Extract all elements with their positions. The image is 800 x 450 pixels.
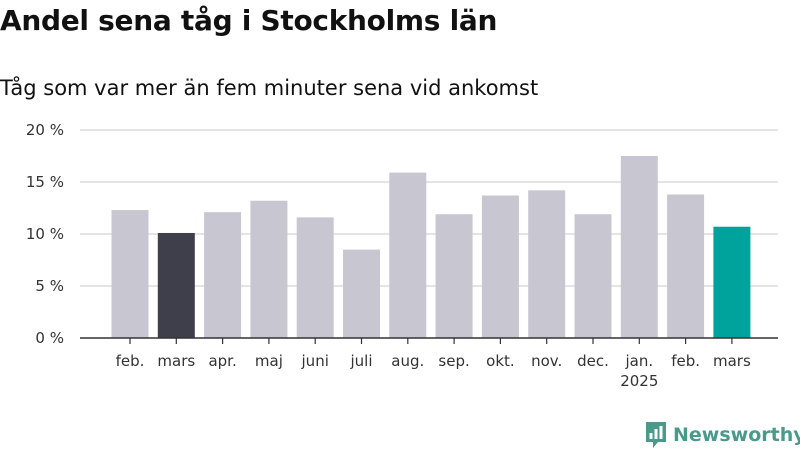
x-axis-tick-labels: feb. mars apr. maj juni juli aug. sep. okt. nov. d… bbox=[116, 352, 751, 390]
bars bbox=[111, 156, 751, 338]
bar bbox=[250, 200, 288, 338]
y-tick-label: 5 % bbox=[35, 277, 64, 295]
bar bbox=[157, 232, 195, 338]
x-tick-label: feb. bbox=[116, 352, 145, 370]
chart-subtitle: Tåg som var mer än fem minuter sena vid … bbox=[0, 76, 539, 100]
x-tick-label: apr. bbox=[208, 352, 236, 370]
x-tick-label: juli bbox=[349, 352, 372, 370]
y-tick-label: 0 % bbox=[35, 329, 64, 347]
x-tick-label: okt. bbox=[486, 352, 515, 370]
grid-lines bbox=[80, 129, 778, 287]
chart-title: Andel sena tåg i Stockholms län bbox=[0, 4, 498, 37]
bar bbox=[528, 190, 566, 338]
x-tick-label: dec. bbox=[577, 352, 609, 370]
y-tick-label: 20 % bbox=[26, 121, 64, 139]
x-tick-label: jan. 2025 bbox=[620, 352, 658, 390]
x-tick-label: mars bbox=[713, 352, 751, 370]
y-tick-label: 15 % bbox=[26, 173, 64, 191]
bar bbox=[343, 249, 380, 338]
x-tick-label: feb. bbox=[671, 352, 700, 370]
newsworthy-logo: Newsworthy bbox=[644, 420, 800, 450]
x-tick-label: sep. bbox=[438, 352, 469, 370]
x-tick-label: nov. bbox=[531, 352, 562, 370]
bar bbox=[574, 214, 612, 338]
y-axis-tick-labels: 0 % 5 % 10 % 15 % 20 % bbox=[26, 121, 64, 347]
y-tick-label: 10 % bbox=[26, 225, 64, 243]
brand-name: Newsworthy bbox=[673, 424, 800, 446]
newsworthy-logo-icon bbox=[646, 422, 666, 448]
bar bbox=[111, 210, 149, 338]
x-tick-label: juni bbox=[301, 352, 329, 370]
x-axis bbox=[80, 337, 778, 344]
bar bbox=[620, 156, 658, 338]
bar bbox=[481, 195, 519, 338]
bar bbox=[389, 172, 427, 338]
bar bbox=[296, 217, 334, 338]
x-tick-label: aug. bbox=[391, 352, 424, 370]
x-tick-label: maj bbox=[255, 352, 283, 370]
bar bbox=[435, 214, 473, 338]
bar bbox=[667, 194, 705, 338]
x-tick-label: mars bbox=[157, 352, 195, 370]
bar bbox=[204, 212, 242, 338]
bar bbox=[713, 226, 751, 338]
